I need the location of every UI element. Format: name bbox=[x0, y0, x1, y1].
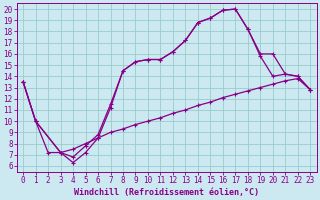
X-axis label: Windchill (Refroidissement éolien,°C): Windchill (Refroidissement éolien,°C) bbox=[74, 188, 259, 197]
